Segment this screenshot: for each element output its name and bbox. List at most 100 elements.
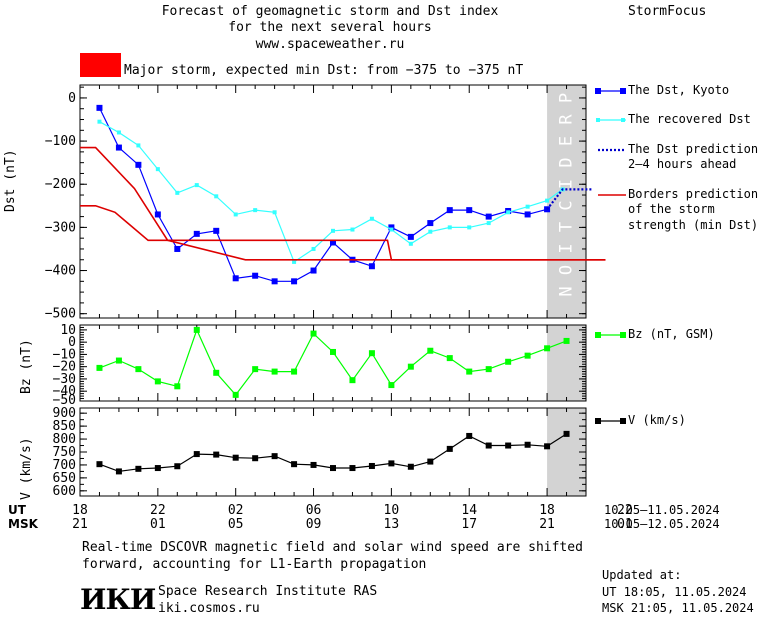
bz-line (99, 328, 567, 396)
legend-recovered-dst: The recovered Dst (628, 112, 751, 126)
updated-ut: UT 18:05, 11.05.2024 (602, 585, 747, 599)
speed-point (349, 465, 356, 472)
dst-kyoto-point (291, 278, 298, 285)
speed-point (407, 463, 414, 470)
y-tick-label: 0 (68, 335, 76, 350)
dst-kyoto-point (213, 227, 220, 234)
updated-label: Updated at: (602, 568, 682, 582)
dst-kyoto-point (96, 104, 103, 111)
speed-point (232, 454, 239, 461)
speed-point (271, 453, 278, 460)
msk-tick-label: 09 (305, 517, 322, 532)
dst-kyoto-point (446, 207, 453, 214)
ut-date-range: 10.05–11.05.2024 (604, 503, 720, 517)
recovered-dst-point (272, 210, 277, 215)
speed-point (388, 460, 395, 467)
y-tick-label: 650 (53, 471, 76, 486)
recovered-dst-point (350, 227, 355, 232)
storm-border-line (80, 146, 606, 261)
bz-point (485, 366, 492, 373)
dst-kyoto-point (330, 239, 336, 246)
recovered-dst-point (467, 225, 472, 230)
msk-tick-label: 21 (72, 517, 88, 532)
legend-dst-prediction-2: 2–4 hours ahead (628, 157, 737, 171)
dst-kyoto-point (427, 220, 434, 227)
speed-point (368, 462, 375, 469)
recovered-dst-point (369, 216, 374, 221)
y-tick-label: −500 (45, 307, 76, 322)
y-tick-label: −20 (53, 360, 76, 375)
msk-tick-label: 13 (383, 517, 400, 532)
y-tick-label: 10 (60, 323, 76, 338)
speed-point (252, 455, 259, 462)
dst-panel: 0 −100 −200 −300 −400 −500 P R E D I C T I O N (45, 84, 606, 322)
speed-point (427, 458, 434, 465)
legend-marker-recovered (621, 118, 625, 122)
dst-kyoto-point (310, 267, 317, 274)
legend-speed: V (km/s) (628, 413, 686, 427)
legend-marker-bz (595, 332, 601, 338)
y-tick-label: 900 (53, 406, 76, 421)
bz-point (154, 378, 161, 385)
bz-point (310, 330, 317, 337)
prediction-letter: O (557, 265, 577, 275)
dst-kyoto-point (154, 211, 161, 218)
bz-point (232, 391, 239, 398)
dst-axis-label: Dst (nT) (3, 149, 18, 212)
recovered-dst-point (389, 227, 394, 232)
y-tick-label: −30 (53, 372, 76, 387)
updated-msk: MSK 21:05, 11.05.2024 (602, 601, 754, 615)
dst-kyoto-point (115, 144, 122, 151)
y-tick-label: −100 (45, 134, 76, 149)
y-tick-label: −200 (45, 177, 76, 192)
prediction-letter: D (557, 157, 577, 167)
bz-point (193, 326, 200, 333)
recovered-dst-point (331, 228, 335, 233)
prediction-band (547, 325, 586, 401)
legend-marker-dst-kyoto (620, 88, 626, 94)
bz-point (505, 358, 512, 365)
website-link[interactable]: www.spaceweather.ru (255, 37, 405, 52)
y-tick-label: 750 (53, 445, 76, 460)
dst-kyoto-point (485, 213, 492, 220)
bz-point (349, 377, 356, 384)
bz-panel: 100−10−20−30−40−50 (53, 323, 587, 408)
bz-point (330, 348, 336, 355)
iki-logo: ИКИ (80, 583, 156, 616)
speed-axis-label: V (km/s) (19, 437, 34, 500)
y-tick-label: −50 (53, 393, 76, 408)
bz-point (466, 368, 473, 375)
legend-marker-dst-kyoto (595, 88, 601, 94)
recovered-dst-point (253, 208, 258, 213)
bz-point (115, 357, 122, 364)
recovered-dst-point (116, 130, 121, 135)
ut-tick-label: 06 (305, 503, 322, 518)
bz-point (174, 383, 181, 390)
legend-borders-1: Borders prediction (628, 187, 759, 201)
chart-title-line2: for the next several hours (228, 20, 432, 35)
recovered-dst-point (233, 212, 238, 217)
dst-kyoto-point (368, 263, 375, 270)
ut-tick-label: 18 (539, 503, 555, 518)
speed-point (544, 443, 551, 450)
speed-point (213, 451, 220, 458)
recovered-dst-point (428, 229, 433, 234)
bz-point (563, 337, 570, 344)
y-tick-label: −300 (45, 220, 76, 235)
recovered-dst-point (525, 204, 530, 209)
prediction-letter: N (557, 286, 577, 296)
speed-point (154, 465, 161, 472)
recovered-dst-point (136, 143, 141, 148)
speed-point (96, 461, 103, 468)
institute-site-link[interactable]: iki.cosmos.ru (158, 601, 260, 616)
recovered-dst-point (97, 119, 102, 124)
recovered-dst-point (486, 221, 491, 226)
bz-point (427, 347, 434, 354)
ut-label: UT (8, 503, 26, 517)
prediction-letter: I (557, 243, 577, 253)
storm-level-swatch (80, 53, 121, 77)
footer-note-line1: Real-time DSCOVR magnetic field and sola… (82, 540, 583, 555)
dst-kyoto-point (466, 207, 473, 214)
recovered-dst-point (545, 198, 550, 203)
prediction-letter: E (557, 136, 577, 146)
